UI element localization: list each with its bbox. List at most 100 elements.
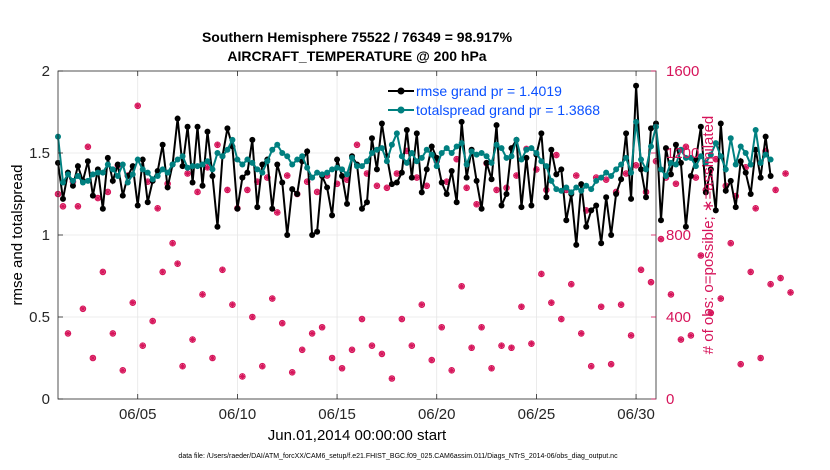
rmse-point [643,194,650,201]
x-tick-label: 06/25 [518,406,556,423]
obs-assimilated-point [75,203,81,210]
totalspread-point [662,172,669,179]
totalspread-point [274,141,281,148]
obs-assimilated-point [428,357,435,363]
obs-assimilated-point [608,361,614,367]
totalspread-point [712,140,719,147]
obs-assimilated-point [289,369,296,376]
totalspread-point [443,145,450,152]
rmse-point [224,125,231,132]
obs-assimilated-point [274,209,281,216]
totalspread-point [334,164,341,171]
totalspread-point [568,189,575,196]
obs-assimilated-point [65,330,71,337]
obs-assimilated-point [688,332,694,339]
y-tick-label: 0 [42,391,50,408]
totalspread-point [149,176,156,183]
rmse-point [159,141,166,148]
obs-assimilated-point [603,176,609,183]
rmse-point [254,204,261,211]
obs-assimilated-point [319,324,325,331]
obs-assimilated-point [737,361,744,367]
obs-assimilated-point [528,340,535,347]
obs-assimilated-point [379,351,385,357]
totalspread-point [393,130,400,137]
rmse-point [608,232,615,238]
obs-assimilated-point [782,170,789,177]
totalspread-point [224,146,231,153]
obs-assimilated-point [698,252,704,259]
rmse-point [59,195,66,202]
obs-assimilated-point [329,355,335,361]
totalspread-point [458,140,465,147]
obs-assimilated-point [458,283,465,290]
totalspread-point [707,151,714,158]
obs-assimilated-point [174,260,181,267]
obs-assimilated-point [284,172,291,179]
obs-assimilated-point [747,269,754,275]
obs-assimilated-point [673,180,679,187]
rmse-point [309,232,316,238]
totalspread-point [79,179,86,186]
totalspread-point [463,161,470,168]
x-tick-label: 06/20 [418,406,456,423]
series-layer [54,82,794,382]
totalspread-point [214,150,221,156]
totalspread-point [398,153,405,160]
totalspread-point [563,184,570,191]
totalspread-point [184,164,191,171]
totalspread-point [677,146,684,153]
rmse-point [428,143,435,150]
totalspread-point [134,156,141,163]
obs-assimilated-point [558,316,565,322]
totalspread-point [378,145,385,152]
rmse-point [613,191,620,197]
totalspread-point [363,158,370,165]
obs-assimilated-point [633,162,639,169]
totalspread-point [99,169,106,176]
totalspread-point [508,153,515,160]
totalspread-point [438,150,445,156]
totalspread-point [702,159,709,166]
obs-assimilated-point [618,301,624,308]
obs-assimilated-point [60,203,66,210]
totalspread-point [164,169,171,176]
totalspread-point [89,171,96,178]
obs-assimilated-point [493,187,500,193]
rmse-point [179,163,186,170]
obs-assimilated-point [249,314,256,320]
obs-assimilated-point [389,375,395,382]
totalspread-point [59,179,66,186]
rmse-point [493,122,500,129]
rmse-point [378,120,385,127]
totalspread-point [358,163,365,170]
totalspread-point [732,161,739,168]
totalspread-point [339,166,346,173]
totalspread-point [528,145,535,152]
totalspread-point [513,136,520,143]
obs-assimilated-point [468,344,475,351]
rmse-point [563,217,570,224]
obs-assimilated-point [568,281,575,287]
obs-assimilated-point [623,170,629,177]
totalspread-point [687,154,694,161]
totalspread-point [657,166,664,173]
y-tick-label: 2 [42,63,50,80]
rmse-point [473,177,480,184]
totalspread-point [408,150,415,156]
rmse-point [657,217,664,224]
rmse-point [538,130,545,137]
obs-assimilated-point [508,344,515,351]
totalspread-point [289,161,296,168]
obs-assimilated-point [683,144,689,150]
totalspread-point [503,154,510,161]
obs-assimilated-point [399,316,405,322]
x-tick-label: 06/15 [318,406,356,423]
totalspread-point [538,158,545,165]
rmse-point [413,130,420,137]
obs-assimilated-point [169,240,176,246]
rmse-point [418,189,425,196]
obs-assimilated-point [110,330,116,337]
obs-assimilated-point [189,336,196,343]
totalspread-point [294,156,301,163]
